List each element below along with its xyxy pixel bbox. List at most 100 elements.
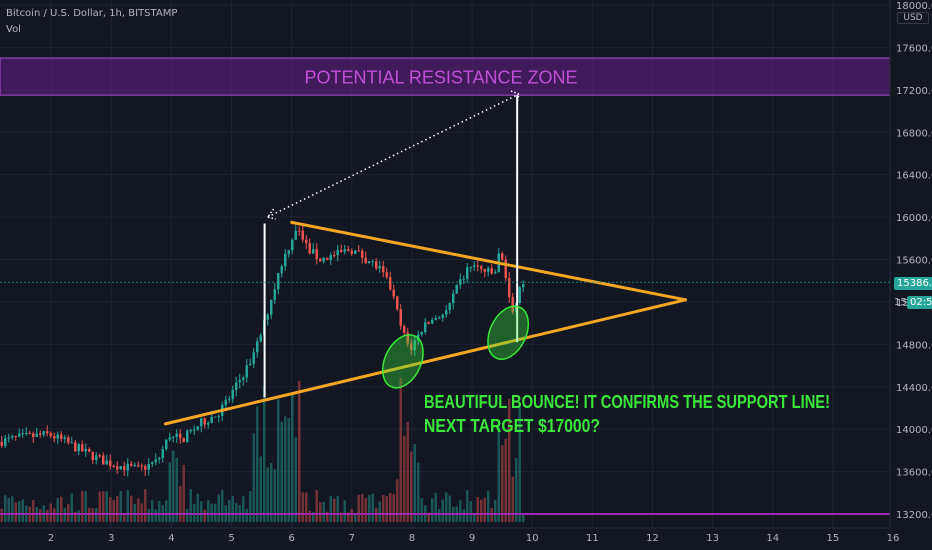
volume-bar <box>84 491 87 522</box>
candle-body <box>95 455 98 460</box>
volume-bar <box>431 498 434 522</box>
candle-body <box>56 434 59 439</box>
volume-bar <box>266 467 269 522</box>
candle-body <box>364 257 367 263</box>
candle-body <box>466 267 469 279</box>
candle-body <box>424 322 427 333</box>
candle-body <box>312 249 315 254</box>
volume-bar <box>221 489 224 522</box>
candle-body <box>172 436 175 438</box>
volume-bar <box>133 503 136 522</box>
measured-move-arrow-end <box>510 90 520 105</box>
volume-bar <box>301 492 304 522</box>
volume-bar <box>14 502 17 522</box>
x-tick-label: 16 <box>887 533 900 544</box>
candle-body <box>305 239 308 244</box>
volume-bar <box>60 496 63 522</box>
volume-bar <box>277 399 280 522</box>
volume-bar <box>147 509 150 522</box>
candle-body <box>7 437 10 439</box>
volume-bar <box>371 493 374 522</box>
volume-bar <box>116 496 119 522</box>
candle-body <box>284 253 287 267</box>
volume-bar <box>11 496 14 522</box>
candle-body <box>389 277 392 290</box>
volume-bar <box>357 494 360 522</box>
y-tick-label: 16800.00 <box>896 128 932 139</box>
volume-bar <box>165 500 168 522</box>
candle-body <box>452 293 455 304</box>
candle-body <box>399 309 402 326</box>
candle-body <box>252 352 255 364</box>
candle-body <box>60 434 63 439</box>
candle-body <box>329 255 332 260</box>
volume-bar <box>389 492 392 522</box>
candle-body <box>126 463 129 471</box>
annotation-line-1: BEAUTIFUL BOUNCE! IT CONFIRMS THE SUPPOR… <box>424 392 830 412</box>
volume-bar <box>326 511 329 522</box>
volume-bar <box>487 490 490 522</box>
candle-body <box>119 466 122 470</box>
candle-body <box>287 250 290 254</box>
volume-bar <box>46 509 49 522</box>
volume-bar <box>105 491 108 522</box>
candle-body <box>431 319 434 324</box>
candle-body <box>102 455 105 465</box>
candle-body <box>137 464 140 466</box>
volume-bar <box>466 490 469 522</box>
candle-body <box>18 433 21 437</box>
volume-bar <box>438 508 441 522</box>
volume-bar <box>214 503 217 522</box>
candle-body <box>480 266 483 269</box>
volume-bar <box>70 493 73 522</box>
x-tick-label: 7 <box>349 533 355 544</box>
x-tick-label: 9 <box>469 533 475 544</box>
bar-countdown: 02:51 <box>907 296 932 309</box>
candle-body <box>494 272 497 274</box>
volume-bar <box>406 422 409 522</box>
candle-body <box>175 433 178 437</box>
volume-bar <box>417 462 420 522</box>
candle-body <box>105 460 108 465</box>
candle-body <box>207 422 210 425</box>
volume-bar <box>368 495 371 522</box>
y-tick-label: 15600.00 <box>896 256 932 267</box>
candle-body <box>179 433 182 439</box>
candle-body <box>522 284 525 288</box>
candle-body <box>161 449 164 458</box>
candle-body <box>441 314 444 318</box>
candle-body <box>74 442 77 452</box>
candle-body <box>427 322 430 324</box>
volume-bar <box>175 457 178 522</box>
volume-bar <box>378 501 381 522</box>
candle-body <box>511 297 514 312</box>
candle-body <box>130 463 133 466</box>
volume-bar <box>385 496 388 522</box>
volume-bar <box>119 491 122 522</box>
volume-bar <box>21 499 24 522</box>
x-tick-label: 12 <box>646 533 659 544</box>
candle-body <box>109 460 112 466</box>
volume-bar <box>480 499 483 522</box>
candle-body <box>84 448 87 452</box>
volume-bar <box>476 497 479 522</box>
volume-bar <box>168 462 171 522</box>
volume-bar <box>329 495 332 522</box>
candle-body <box>294 230 297 240</box>
volume-bar <box>462 509 465 522</box>
volume-bar <box>287 418 290 522</box>
currency-badge[interactable]: USD <box>897 12 929 24</box>
candle-body <box>361 250 364 258</box>
candle-body <box>63 437 66 439</box>
volume-bar <box>319 502 322 522</box>
y-tick-label: 13200.00 <box>896 510 932 521</box>
volume-bar <box>315 490 318 522</box>
candle-body <box>256 341 259 353</box>
candle-body <box>42 431 45 435</box>
current-price-label: 15386.18 <box>894 277 932 290</box>
volume-bars <box>0 378 890 522</box>
candle-body <box>326 257 329 260</box>
volume-bar <box>32 500 35 522</box>
x-tick-label: 3 <box>108 533 114 544</box>
